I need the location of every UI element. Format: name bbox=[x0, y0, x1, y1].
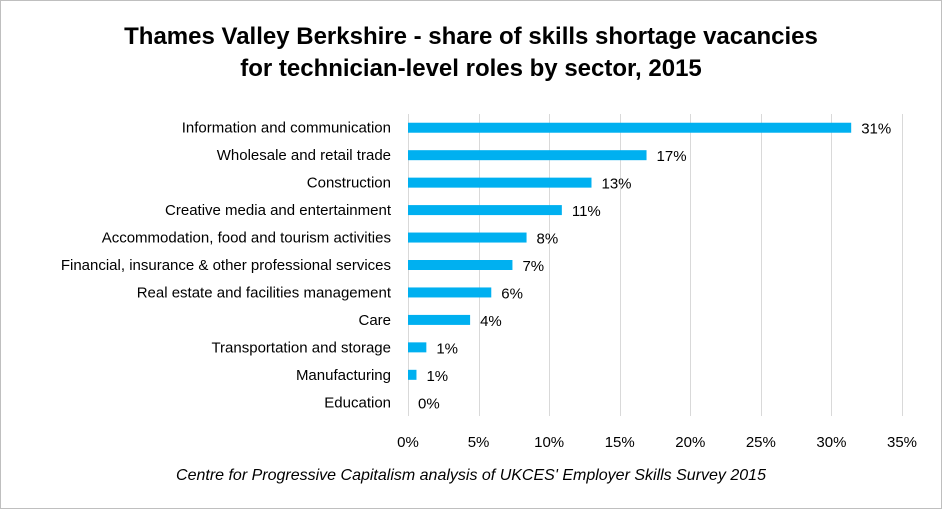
data-label-2: 17% bbox=[657, 148, 687, 165]
x-tick-label-25: 25% bbox=[746, 434, 776, 451]
category-label-9: Transportation and storage bbox=[211, 339, 391, 356]
data-label-8: 4% bbox=[480, 313, 502, 330]
bar-1 bbox=[408, 122, 852, 133]
bar-2 bbox=[408, 150, 647, 161]
data-label-3: 13% bbox=[601, 176, 631, 193]
chart-title: Thames Valley Berkshire - share of skill… bbox=[1, 21, 941, 85]
data-label-4: 11% bbox=[572, 203, 601, 220]
category-label-5: Accommodation, food and tourism activiti… bbox=[102, 230, 391, 247]
bar-9 bbox=[408, 342, 427, 353]
category-label-11: Education bbox=[324, 394, 391, 411]
x-tick-label-15: 15% bbox=[605, 434, 635, 451]
bar-10 bbox=[408, 369, 417, 380]
x-tick-label-0: 0% bbox=[397, 434, 419, 451]
data-label-9: 1% bbox=[436, 340, 458, 357]
chart-title-line-2: for technician-level roles by sector, 20… bbox=[240, 55, 702, 82]
x-tick-label-5: 5% bbox=[468, 434, 490, 451]
data-labels: 31% 17% 13%11% 8% 7% 6% 4% 1% 1% 0% bbox=[418, 121, 891, 413]
data-label-7: 6% bbox=[501, 285, 523, 302]
grid-lines bbox=[408, 114, 903, 416]
bar-7 bbox=[408, 287, 492, 298]
category-label-3: Construction bbox=[307, 175, 391, 192]
category-label-1: Information and communication bbox=[182, 120, 391, 137]
x-tick-label-10: 10% bbox=[534, 434, 564, 451]
x-tick-label-30: 30% bbox=[816, 434, 846, 451]
data-label-6: 7% bbox=[522, 258, 544, 275]
x-tick-label-20: 20% bbox=[675, 434, 705, 451]
x-tick-label-35: 35% bbox=[887, 434, 917, 451]
data-label-5: 8% bbox=[537, 231, 559, 248]
data-label-10: 1% bbox=[426, 368, 448, 385]
category-label-10: Manufacturing bbox=[296, 367, 391, 384]
category-label-8: Care bbox=[358, 312, 391, 329]
category-labels: Information and communication Wholesale a… bbox=[61, 120, 392, 412]
chart-title-line-1: Thames Valley Berkshire - share of skill… bbox=[124, 23, 818, 50]
data-label-1: 31% bbox=[861, 121, 891, 138]
source-note: Centre for Progressive Capitalism analys… bbox=[176, 467, 766, 484]
bars bbox=[408, 122, 852, 380]
category-label-7: Real estate and facilities management bbox=[137, 284, 392, 301]
category-label-2: Wholesale and retail trade bbox=[217, 147, 391, 164]
bar-6 bbox=[408, 260, 513, 270]
bar-5 bbox=[408, 232, 527, 243]
category-label-4: Creative media and entertainment bbox=[165, 202, 392, 219]
category-label-6: Financial, insurance & other professiona… bbox=[61, 257, 391, 274]
bar-3 bbox=[408, 177, 592, 188]
bar-4 bbox=[408, 205, 562, 216]
x-axis-tick-labels: 0% 5% 10% 15% 20% 25% 30% 35% bbox=[397, 434, 917, 451]
data-label-11: 0% bbox=[418, 395, 440, 412]
bar-8 bbox=[408, 314, 471, 325]
